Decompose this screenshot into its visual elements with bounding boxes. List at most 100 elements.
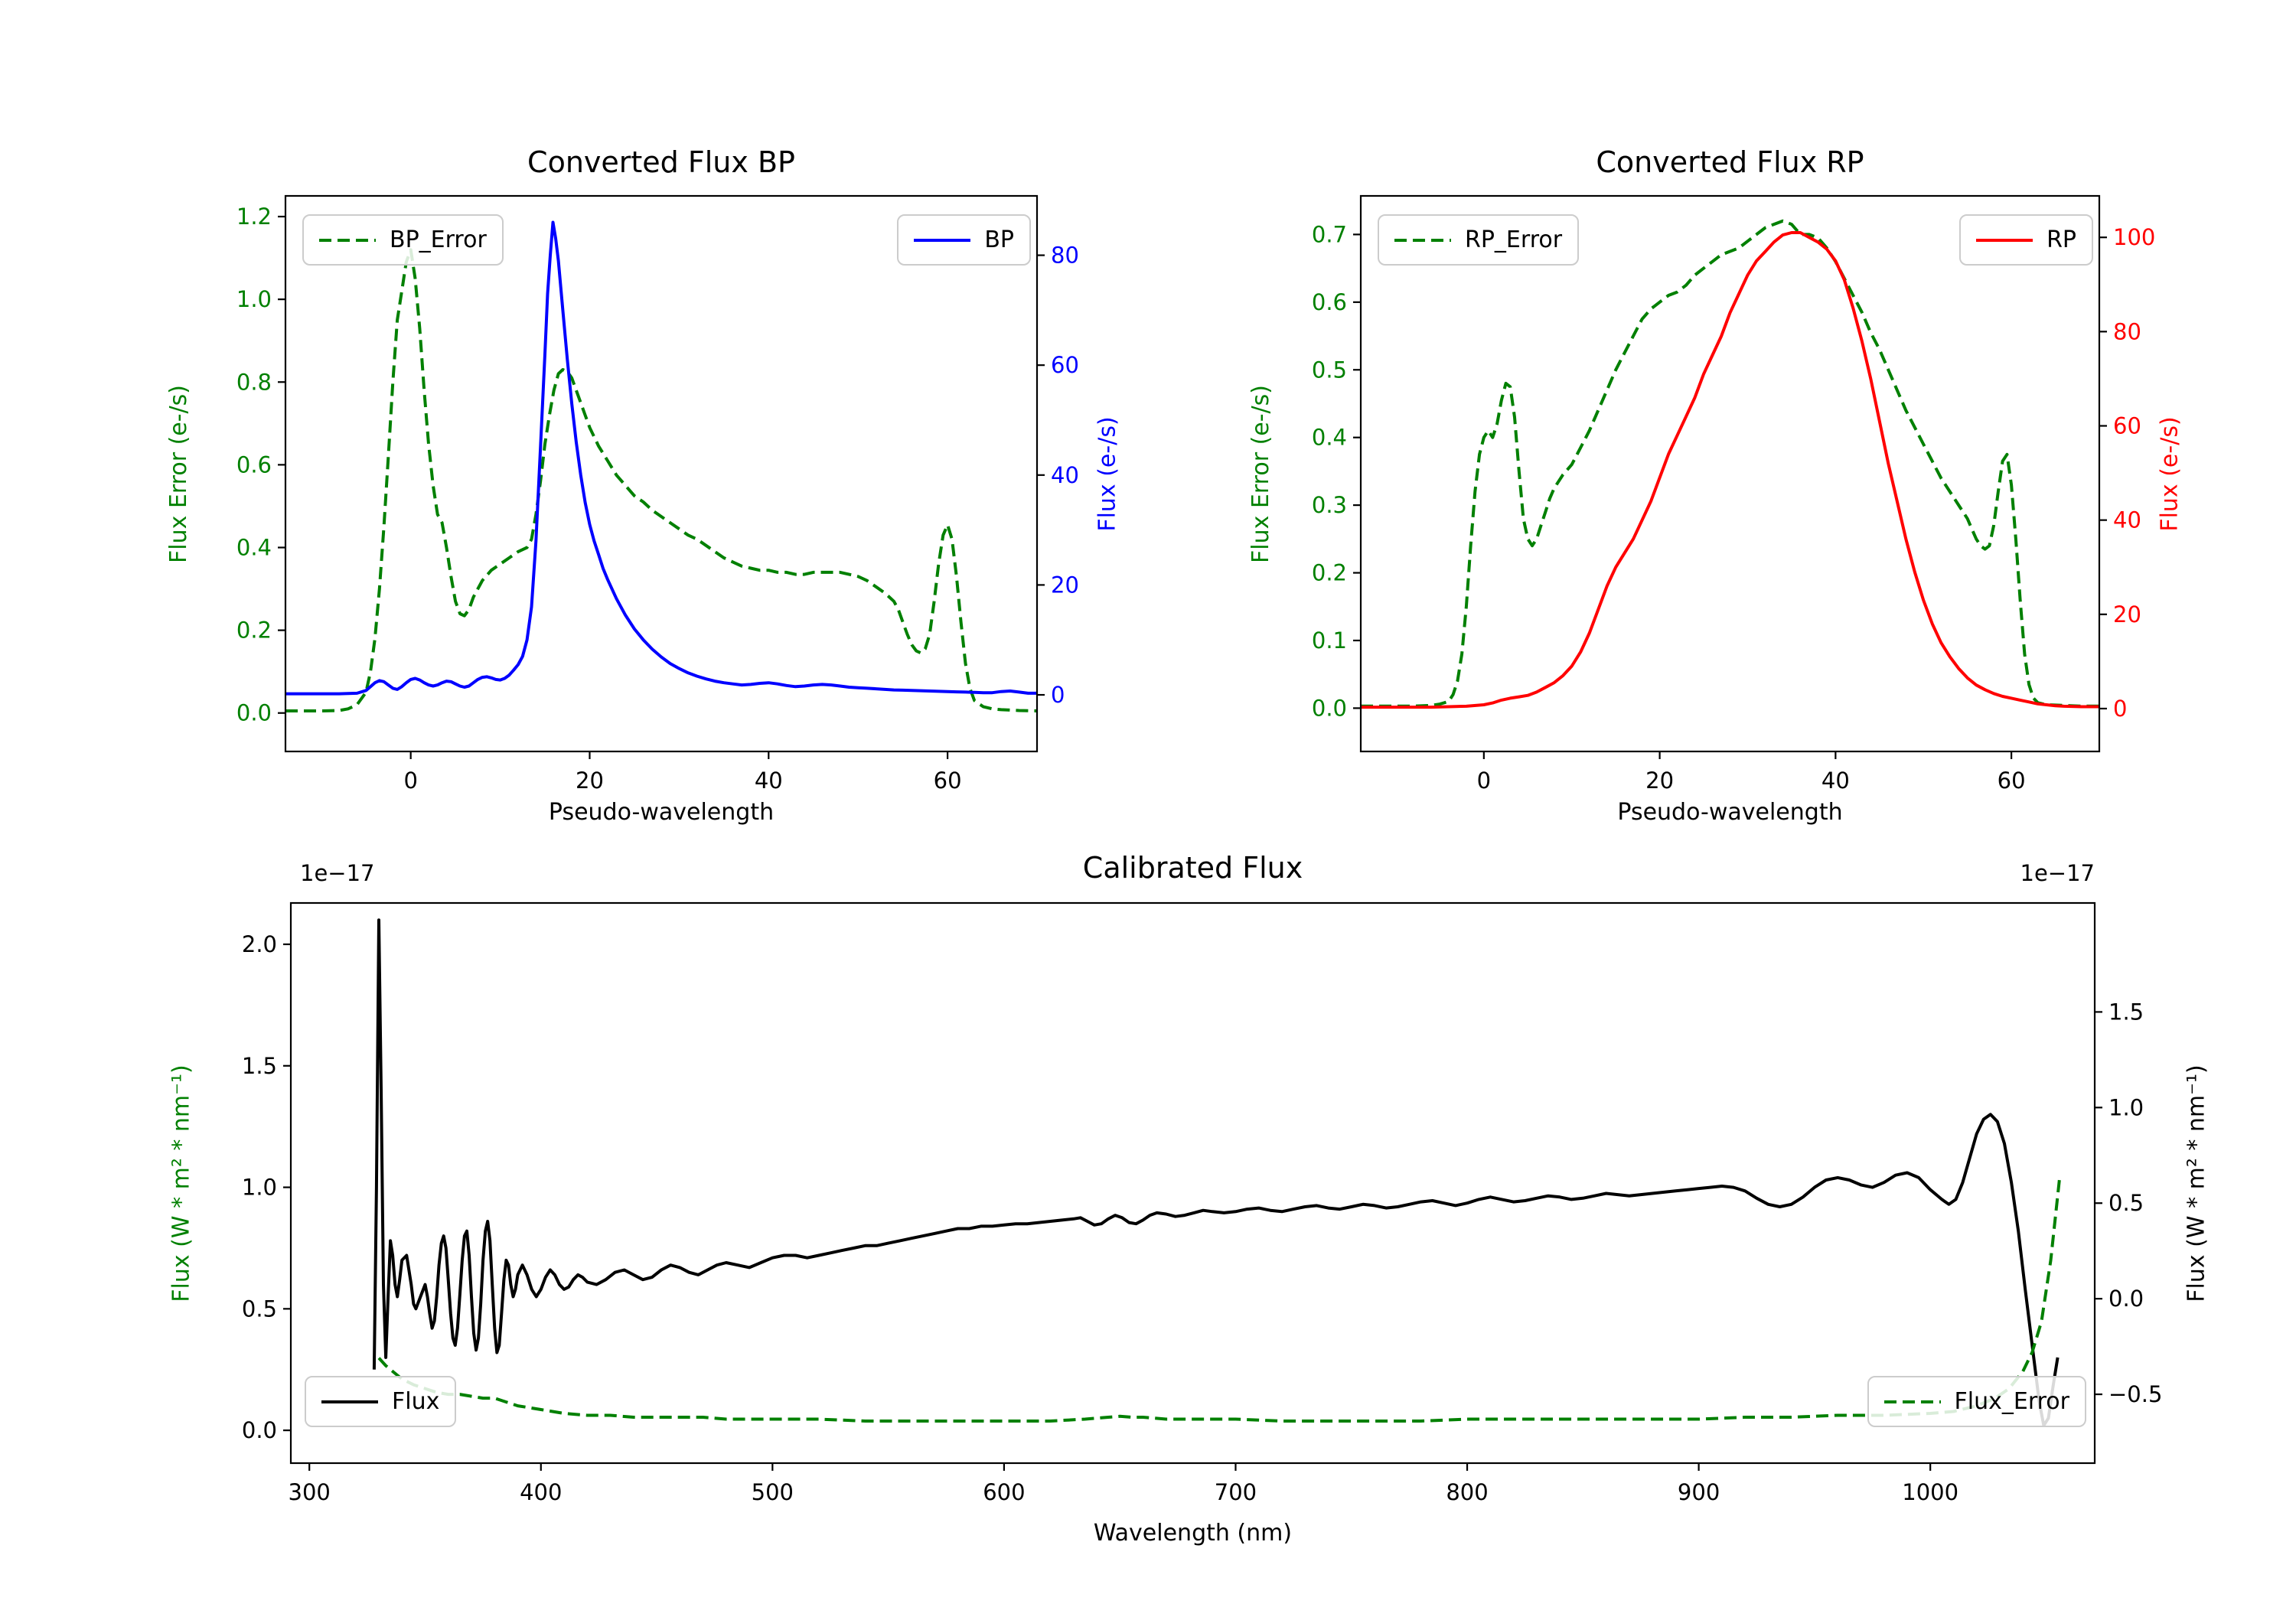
y-tick-label: 0.7 xyxy=(1312,221,1347,247)
legend-label: BP_Error xyxy=(390,227,487,253)
y-tick-label: 20 xyxy=(2113,601,2141,627)
y-tick-label: 40 xyxy=(2113,507,2141,533)
y-tick-label: 0 xyxy=(2113,696,2127,722)
y-tick-label: 1.2 xyxy=(236,204,272,230)
y-tick-label: 0.2 xyxy=(236,618,272,644)
y-tick-label: 100 xyxy=(2113,224,2155,250)
legend-solid-line-sample xyxy=(914,238,971,242)
chart-cal-ylabel-left: Flux (W * m² * nm⁻¹) xyxy=(165,903,198,1463)
y-tick-label: 1.5 xyxy=(242,1053,277,1079)
cal-left-offset-text: 1e−17 xyxy=(300,860,375,886)
chart-bp-ylabel-left: Flux Error (e-/s) xyxy=(161,196,195,751)
y-tick-label: 0.8 xyxy=(236,369,272,395)
y-tick-label: 0.3 xyxy=(1312,492,1347,518)
series-bp xyxy=(285,220,1037,696)
x-tick-label: 1000 xyxy=(1902,1479,1958,1505)
y-tick-label: 1.5 xyxy=(2108,999,2144,1025)
legend-label: BP xyxy=(984,227,1014,253)
y-tick-label: −0.5 xyxy=(2108,1381,2162,1407)
y-tick-label: 1.0 xyxy=(242,1175,277,1201)
chart-rp-ylabel-right: Flux (e-/s) xyxy=(2153,196,2187,751)
y-tick-label: 0 xyxy=(1051,682,1065,708)
legend-label: RP xyxy=(2047,227,2076,253)
x-tick-label: 700 xyxy=(1215,1479,1257,1505)
legend-rp-error: RP_Error xyxy=(1378,214,1580,266)
x-tick-label: 20 xyxy=(1645,768,1674,794)
x-tick-label: 0 xyxy=(1477,768,1491,794)
y-tick-label: 0.6 xyxy=(1312,289,1347,315)
legend-label: Flux xyxy=(392,1388,440,1415)
chart-cal-ylabel-right: Flux (W * m² * nm⁻¹) xyxy=(2180,903,2213,1463)
x-tick-label: 60 xyxy=(1998,768,2026,794)
chart-cal-ylabel-left-text: Flux (W * m² * nm⁻¹) xyxy=(168,1064,195,1302)
cal-right-offset-text: 1e−17 xyxy=(2020,860,2095,886)
y-tick-label: 0.0 xyxy=(1312,695,1347,721)
y-tick-label: 0.4 xyxy=(236,534,272,560)
chart-rp-ylabel-left-text: Flux Error (e-/s) xyxy=(1247,384,1274,563)
x-tick-label: 400 xyxy=(520,1479,562,1505)
y-tick-label: 1.0 xyxy=(2108,1094,2144,1120)
chart-bp-ylabel-right: Flux (e-/s) xyxy=(1091,196,1124,751)
chart-bp-title: Converted Flux BP xyxy=(527,145,795,179)
chart-bp-ylabel-right-text: Flux (e-/s) xyxy=(1094,416,1121,532)
x-tick-label: 20 xyxy=(576,768,604,794)
legend-dashed-line-sample xyxy=(319,238,376,242)
legend-solid-line-sample xyxy=(321,1400,378,1403)
legend-dashed-line-sample xyxy=(1883,1400,1941,1403)
legend-bp-error: BP_Error xyxy=(302,214,504,266)
series-rp xyxy=(1361,231,2099,709)
x-tick-label: 800 xyxy=(1446,1479,1488,1505)
legend-dashed-line-sample xyxy=(1394,238,1451,242)
legend-flux: Flux xyxy=(305,1376,457,1427)
y-tick-label: 0.5 xyxy=(242,1296,277,1322)
legend-solid-line-sample xyxy=(1976,238,2033,242)
y-tick-label: 60 xyxy=(1051,352,1079,378)
x-tick-label: 300 xyxy=(289,1479,331,1505)
y-tick-label: 0.6 xyxy=(236,451,272,478)
y-tick-label: 40 xyxy=(1051,462,1079,488)
y-tick-label: 0.0 xyxy=(242,1417,277,1443)
series-flux xyxy=(372,918,2060,1427)
y-tick-label: 0.1 xyxy=(1312,627,1347,654)
y-tick-label: 0.0 xyxy=(2108,1286,2144,1312)
y-tick-label: 0.5 xyxy=(1312,357,1347,383)
chart-cal-xlabel: Wavelength (nm) xyxy=(1093,1520,1293,1547)
x-tick-label: 900 xyxy=(1678,1479,1720,1505)
chart-rp-title: Converted Flux RP xyxy=(1596,145,1864,179)
axes-frame-bp xyxy=(284,194,1039,753)
chart-rp-ylabel-right-text: Flux (e-/s) xyxy=(2156,416,2183,532)
chart-cal-ylabel-right-text: Flux (W * m² * nm⁻¹) xyxy=(2183,1064,2210,1302)
chart-rp-ylabel-left: Flux Error (e-/s) xyxy=(1244,196,1277,751)
y-tick-label: 60 xyxy=(2113,412,2141,438)
legend-label: Flux_Error xyxy=(1954,1388,2069,1415)
x-tick-label: 40 xyxy=(755,768,783,794)
x-tick-label: 60 xyxy=(934,768,962,794)
series-flux_error xyxy=(377,1174,2062,1423)
x-tick-label: 600 xyxy=(983,1479,1025,1505)
legend-bp: BP xyxy=(897,214,1031,266)
legend-rp: RP xyxy=(1959,214,2093,266)
y-tick-label: 20 xyxy=(1051,572,1079,598)
chart-cal-title: Calibrated Flux xyxy=(1082,851,1303,885)
y-tick-label: 0.0 xyxy=(236,700,272,726)
y-tick-label: 2.0 xyxy=(242,931,277,957)
y-tick-label: 1.0 xyxy=(236,286,272,312)
y-tick-label: 80 xyxy=(2113,318,2141,344)
chart-bp-xlabel: Pseudo-wavelength xyxy=(548,799,775,826)
y-tick-label: 0.5 xyxy=(2108,1190,2144,1216)
series-bp_error xyxy=(285,248,1037,712)
x-tick-label: 0 xyxy=(403,768,417,794)
x-tick-label: 40 xyxy=(1821,768,1850,794)
axes-frame-cal xyxy=(289,901,2096,1465)
chart-rp-xlabel: Pseudo-wavelength xyxy=(1617,799,1843,826)
legend-label: RP_Error xyxy=(1465,227,1563,253)
series-rp_error xyxy=(1361,219,2099,708)
y-tick-label: 0.2 xyxy=(1312,560,1347,586)
chart-bp-ylabel-left-text: Flux Error (e-/s) xyxy=(165,384,192,563)
y-tick-label: 0.4 xyxy=(1312,425,1347,451)
axes-frame-rp xyxy=(1359,194,2101,753)
y-tick-label: 80 xyxy=(1051,243,1079,269)
x-tick-label: 500 xyxy=(752,1479,794,1505)
